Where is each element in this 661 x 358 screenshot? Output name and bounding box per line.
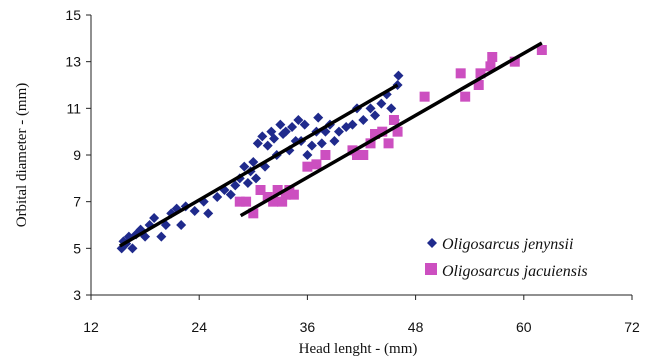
jenynsii-point: [212, 192, 223, 202]
jacuiensis-point: [255, 185, 266, 195]
jacuiensis-point: [383, 138, 394, 149]
jenynsii-point: [251, 173, 262, 184]
x-tick-label: 24: [191, 319, 207, 335]
axes: 3 5 7 9 11 13 15 12 24 36 48 60 72: [65, 7, 640, 335]
jenynsii-point: [189, 206, 200, 216]
jenynsii-point: [365, 103, 376, 114]
legend: Oligosarcus jenynsii Oligosarcus jacuien…: [425, 236, 588, 280]
jenynsii-point: [239, 161, 250, 172]
jacuiensis-point: [460, 91, 471, 102]
jenynsii-point: [149, 213, 160, 223]
jacuiensis-point: [509, 56, 520, 67]
jacuiensis-point: [302, 161, 313, 172]
jenynsii-point: [333, 126, 344, 137]
jenynsii-point: [386, 103, 397, 114]
jenynsii-point: [242, 178, 253, 188]
jacuiensis-point: [288, 189, 299, 200]
jacuiensis-point: [268, 196, 279, 207]
jacuiensis-point: [370, 129, 381, 139]
x-tick-label: 12: [83, 319, 99, 335]
jenynsii-point: [203, 208, 214, 219]
legend-label-jenynsii: Oligosarcus jenynsii: [442, 236, 573, 253]
jenynsii-point: [262, 140, 273, 151]
jenynsii-point: [230, 180, 241, 191]
jenynsii-point: [252, 138, 263, 149]
jenynsii-point: [316, 138, 327, 149]
jenynsii-point: [257, 131, 268, 142]
jenynsii-point: [299, 119, 310, 130]
jacuiensis-point: [311, 159, 322, 170]
y-tick-label: 15: [65, 7, 81, 23]
jacuiensis-point: [272, 185, 283, 195]
jacuiensis-point: [320, 150, 331, 160]
x-tick-label: 36: [300, 319, 316, 335]
jenynsii-point: [287, 122, 298, 132]
jenynsii-point: [293, 115, 304, 125]
y-tick-label: 7: [73, 194, 81, 210]
y-tick-label: 3: [73, 287, 81, 303]
legend-marker-diamond: [427, 238, 437, 248]
jenynsii-point: [313, 112, 324, 123]
trend-line-jacuiensis: [239, 41, 543, 218]
jacuiensis-point: [365, 138, 376, 149]
jenynsii-point: [176, 220, 187, 230]
jenynsii-point: [156, 231, 167, 242]
jacuiensis-point: [358, 150, 369, 160]
jacuiensis-point: [241, 196, 252, 207]
jacuiensis-point: [248, 208, 259, 219]
jenynsii-point: [306, 140, 317, 151]
jacuiensis-point: [536, 45, 547, 55]
x-tick-label: 60: [516, 319, 532, 335]
jacuiensis-point: [351, 150, 362, 160]
trend-line-jenynsii: [118, 83, 399, 248]
jacuiensis-point: [388, 115, 399, 125]
legend-item-jacuiensis: Oligosarcus jacuiensis: [425, 263, 588, 280]
jacuiensis-point: [234, 196, 245, 207]
jenynsii-point: [370, 110, 381, 121]
jacuiensis-point: [485, 61, 496, 72]
jacuiensis-point: [475, 68, 486, 79]
legend-label-jacuiensis: Oligosarcus jacuiensis: [442, 263, 588, 280]
legend-item-jenynsii: Oligosarcus jenynsii: [427, 236, 573, 253]
jenynsii-point: [280, 126, 291, 137]
jacuiensis-point: [392, 126, 403, 137]
jenynsii-point: [269, 133, 280, 144]
jenynsii-point: [275, 119, 286, 130]
jenynsii-point: [358, 115, 369, 125]
jenynsii-point: [127, 243, 138, 254]
y-tick-label: 5: [73, 240, 81, 256]
jenynsii-point: [302, 150, 313, 160]
jenynsii-point: [393, 70, 404, 81]
x-tick-label: 72: [624, 319, 640, 335]
legend-marker-square: [425, 263, 437, 275]
jenynsii-point: [225, 189, 236, 200]
jacuiensis-point: [455, 68, 466, 79]
y-tick-label: 13: [65, 54, 81, 70]
jacuiensis-point: [487, 52, 498, 62]
x-tick-label: 48: [408, 319, 424, 335]
y-axis-title: Orbital diameter - (mm): [14, 83, 30, 228]
jacuiensis-point: [473, 80, 484, 90]
y-tick-label: 11: [66, 100, 81, 116]
jacuiensis-point: [262, 192, 273, 202]
jacuiensis-point: [277, 196, 288, 207]
jenynsii-point: [347, 119, 358, 130]
y-tick-label: 9: [73, 147, 81, 163]
trend-lines: [118, 41, 543, 248]
jenynsii-point: [376, 98, 387, 109]
jacuiensis-point: [377, 126, 388, 137]
jenynsii-point: [329, 136, 340, 146]
jacuiensis-point: [419, 91, 430, 102]
jenynsii-point: [248, 157, 259, 167]
x-axis-title: Head lenght - (mm): [299, 341, 418, 357]
